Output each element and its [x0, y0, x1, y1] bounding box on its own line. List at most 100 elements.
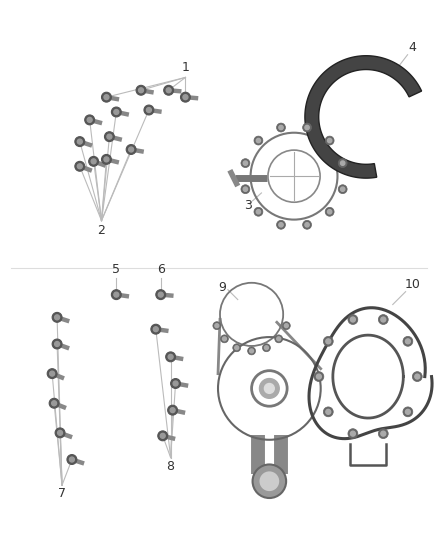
- Circle shape: [168, 405, 177, 415]
- Circle shape: [170, 408, 175, 413]
- Circle shape: [91, 159, 96, 164]
- Circle shape: [241, 159, 250, 167]
- Circle shape: [158, 431, 168, 441]
- Circle shape: [253, 464, 286, 498]
- Circle shape: [173, 381, 178, 386]
- Circle shape: [136, 85, 146, 95]
- Circle shape: [78, 139, 82, 144]
- Circle shape: [283, 322, 290, 329]
- Circle shape: [87, 117, 92, 123]
- Circle shape: [156, 290, 166, 300]
- Circle shape: [305, 223, 309, 227]
- Circle shape: [47, 369, 57, 378]
- Circle shape: [52, 401, 57, 406]
- Circle shape: [247, 347, 255, 355]
- Text: 5: 5: [112, 263, 120, 276]
- Circle shape: [348, 314, 358, 325]
- Circle shape: [57, 430, 63, 435]
- Circle shape: [277, 337, 281, 341]
- Circle shape: [69, 457, 74, 462]
- Circle shape: [276, 123, 286, 132]
- Circle shape: [338, 159, 347, 167]
- Circle shape: [52, 339, 62, 349]
- Circle shape: [180, 92, 191, 102]
- Circle shape: [323, 407, 333, 417]
- Circle shape: [406, 409, 410, 414]
- Circle shape: [111, 290, 121, 300]
- Circle shape: [323, 336, 333, 346]
- Circle shape: [256, 209, 261, 214]
- Circle shape: [338, 185, 347, 193]
- Circle shape: [102, 155, 111, 164]
- Circle shape: [111, 107, 121, 117]
- Circle shape: [160, 433, 165, 438]
- Circle shape: [412, 372, 422, 382]
- Circle shape: [326, 409, 331, 414]
- Circle shape: [305, 125, 309, 130]
- Text: 10: 10: [405, 278, 420, 291]
- Circle shape: [105, 132, 114, 142]
- Circle shape: [215, 324, 219, 328]
- Circle shape: [381, 317, 386, 322]
- Text: 1: 1: [181, 61, 189, 75]
- Circle shape: [250, 349, 254, 353]
- Circle shape: [303, 220, 311, 229]
- Circle shape: [316, 374, 321, 379]
- Circle shape: [166, 352, 176, 362]
- Circle shape: [303, 123, 311, 132]
- Circle shape: [88, 156, 99, 166]
- Circle shape: [378, 429, 388, 439]
- Text: 8: 8: [166, 459, 175, 473]
- Circle shape: [52, 312, 62, 322]
- Circle shape: [378, 314, 388, 325]
- Circle shape: [348, 429, 358, 439]
- Circle shape: [381, 431, 386, 436]
- Circle shape: [158, 292, 163, 297]
- Circle shape: [55, 428, 65, 438]
- Text: 4: 4: [409, 42, 417, 54]
- Circle shape: [55, 342, 60, 346]
- Circle shape: [325, 207, 334, 216]
- Circle shape: [241, 185, 250, 193]
- Circle shape: [243, 187, 247, 191]
- Circle shape: [75, 161, 85, 171]
- Circle shape: [325, 136, 334, 145]
- Circle shape: [166, 88, 171, 93]
- Circle shape: [403, 407, 413, 417]
- Circle shape: [138, 88, 144, 93]
- Circle shape: [114, 292, 119, 297]
- Circle shape: [256, 139, 261, 143]
- Circle shape: [55, 315, 60, 320]
- Circle shape: [102, 92, 111, 102]
- Circle shape: [85, 115, 95, 125]
- Circle shape: [403, 336, 413, 346]
- Circle shape: [254, 136, 263, 145]
- Circle shape: [275, 335, 283, 343]
- Circle shape: [350, 431, 355, 436]
- Circle shape: [254, 207, 263, 216]
- Circle shape: [279, 223, 283, 227]
- Text: 3: 3: [244, 199, 251, 212]
- Circle shape: [146, 108, 152, 112]
- Circle shape: [144, 105, 154, 115]
- Circle shape: [265, 346, 268, 350]
- Circle shape: [350, 317, 355, 322]
- Circle shape: [243, 161, 247, 165]
- Circle shape: [406, 339, 410, 344]
- Circle shape: [151, 324, 161, 334]
- Circle shape: [78, 164, 82, 169]
- Circle shape: [213, 322, 221, 329]
- Circle shape: [415, 374, 420, 379]
- Circle shape: [49, 371, 55, 376]
- Circle shape: [171, 378, 180, 389]
- Circle shape: [114, 109, 119, 115]
- Circle shape: [168, 354, 173, 359]
- Circle shape: [164, 85, 173, 95]
- Circle shape: [340, 161, 345, 165]
- Circle shape: [220, 335, 228, 343]
- Circle shape: [259, 471, 279, 491]
- Text: 9: 9: [218, 281, 226, 294]
- Circle shape: [75, 136, 85, 147]
- Circle shape: [129, 147, 134, 152]
- Circle shape: [259, 378, 279, 398]
